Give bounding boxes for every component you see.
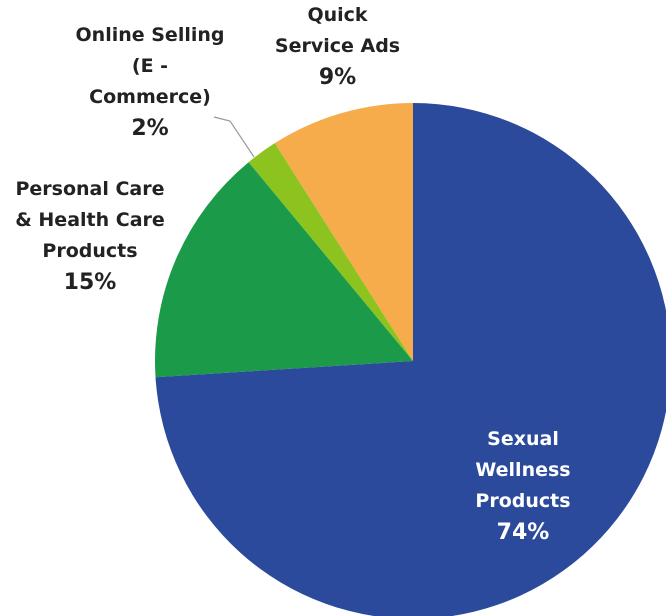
category-label: Personal Care & Health Care Products [15,178,165,262]
leader-line [213,116,255,158]
category-label: Quick Service Ads [274,4,401,57]
value-label: 15% [63,270,117,295]
slice-label: Online Selling (E - Commerce) 2% [75,20,225,144]
pie-slice [274,103,413,361]
pie-slice [248,143,413,361]
slice-label: Sexual Wellness Products 74% [455,424,591,548]
value-label: 74% [496,520,550,545]
category-label: Sexual Wellness Products [475,428,571,512]
pie-slice [155,103,666,616]
value-label: 2% [131,116,169,141]
pie-slice [155,162,413,378]
value-label: 9% [318,65,357,90]
slice-label: Personal Care & Health Care Products 15% [8,174,172,298]
slice-label: Quick Service Ads 9% [265,0,410,93]
category-label: Online Selling (E - Commerce) [75,24,225,108]
